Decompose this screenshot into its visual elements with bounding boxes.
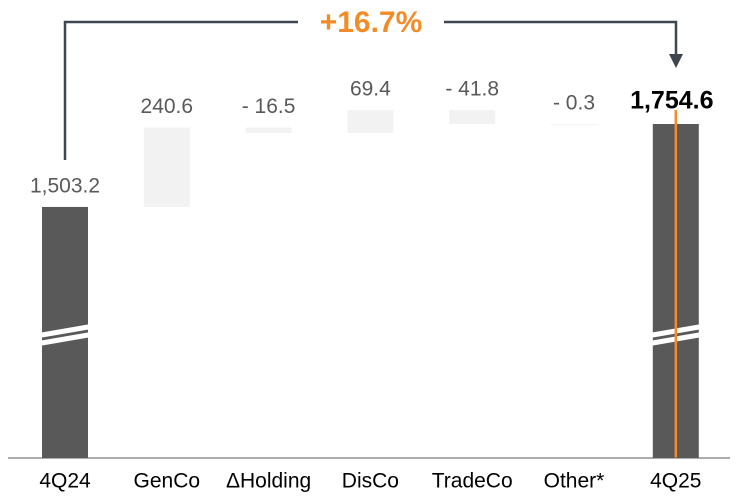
value-label: - 0.3 [553, 91, 595, 114]
value-label: - 41.8 [445, 78, 499, 101]
value-label: 1,503.2 [30, 175, 100, 198]
value-label: 69.4 [350, 78, 391, 101]
delta-bar [347, 110, 394, 134]
delta-bar [551, 123, 597, 125]
axis-break [35, 323, 95, 347]
bracket-arrow [669, 54, 683, 68]
x-tick-label: 4Q25 [650, 470, 701, 493]
x-tick-label: TradeCo [432, 470, 513, 493]
delta-bar [245, 127, 292, 134]
delta-bar [449, 110, 496, 124]
x-tick-label: 4Q24 [39, 470, 91, 493]
value-label: 240.6 [141, 95, 194, 118]
delta-bar [143, 127, 190, 207]
x-tick-label: ΔHolding [226, 470, 311, 493]
x-tick-label: Other* [544, 470, 605, 493]
x-tick-label: GenCo [134, 470, 201, 493]
value-label: - 16.5 [242, 95, 296, 118]
annotation-bg [298, 6, 444, 40]
x-tick-label: DisCo [342, 470, 399, 493]
growth-annotation: +16.7% [320, 6, 423, 39]
value-label: 1,754.6 [630, 87, 713, 115]
